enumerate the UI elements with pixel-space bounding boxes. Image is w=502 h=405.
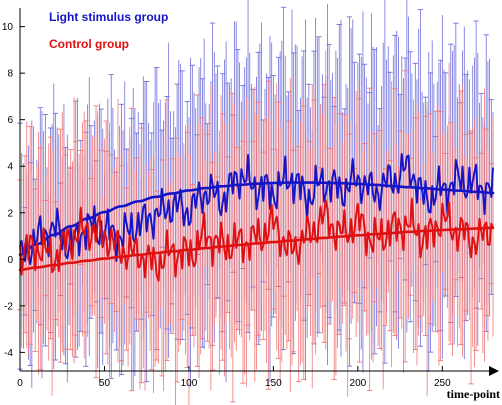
y-tick-label--2: -2 — [4, 301, 13, 312]
legend: Light stimulus group Control group — [49, 10, 168, 51]
y-tick-label-6: 6 — [7, 115, 13, 126]
x-tick-label-100: 100 — [181, 378, 198, 389]
legend-item-control-group: Control group — [49, 37, 129, 51]
x-tick-label-0: 0 — [17, 378, 23, 389]
x-tick-label-50: 50 — [99, 378, 111, 389]
control-group-trend-line — [18, 226, 495, 272]
y-tick-label-10: 10 — [2, 22, 14, 33]
y-tick-label--4: -4 — [4, 348, 13, 359]
lines-layer — [18, 152, 495, 282]
x-tick-label-150: 150 — [265, 378, 282, 389]
y-tick-label-4: 4 — [7, 162, 13, 173]
y-tick-label-2: 2 — [7, 208, 13, 219]
x-axis-label: time-point — [447, 387, 500, 401]
light-stimulus-group-mean-line — [19, 152, 494, 266]
y-tick-label-0: 0 — [7, 255, 13, 266]
x-tick-label-200: 200 — [350, 378, 367, 389]
x-axis-arrow-icon — [489, 366, 499, 376]
x-tick-label-250: 250 — [434, 378, 451, 389]
legend-item-light-stimulus-group: Light stimulus group — [49, 10, 168, 24]
y-tick-label-8: 8 — [7, 69, 13, 80]
light-stimulus-group-trend-line — [18, 181, 495, 256]
